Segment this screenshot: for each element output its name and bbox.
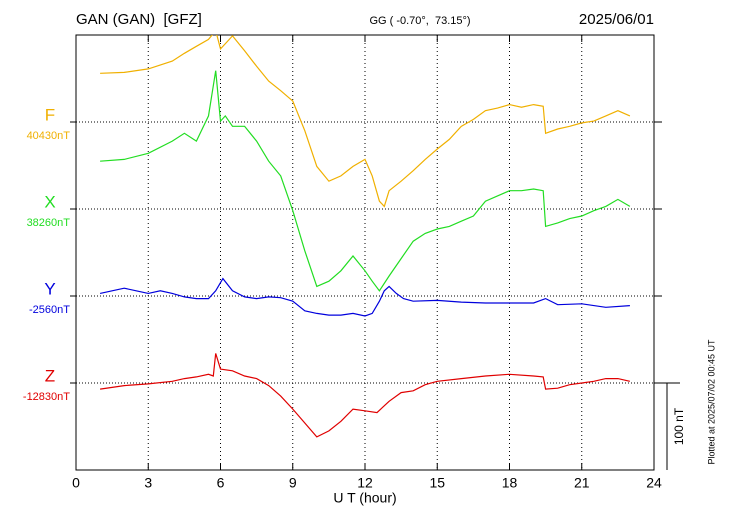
x-tick-label: 15 <box>429 475 445 491</box>
series-name: Z <box>45 366 55 385</box>
x-tick-label: 12 <box>357 475 373 491</box>
x-tick-label: 18 <box>502 475 518 491</box>
x-tick-label: 24 <box>646 475 662 491</box>
plot-frame <box>75 34 655 471</box>
chart-title: GAN (GAN) [GFZ] <box>76 11 202 28</box>
station-coordinates: GG ( -0.70°, 73.15°) <box>369 15 470 27</box>
series-name: F <box>45 105 55 124</box>
series-line <box>100 353 631 438</box>
scale-bar-label: 100 nT <box>672 407 686 445</box>
series-line <box>100 70 631 292</box>
series-line <box>100 35 631 208</box>
baseline-label: 40430nT <box>27 130 71 142</box>
baseline-label: -12830nT <box>23 391 70 403</box>
x-tick-label: 3 <box>144 475 152 491</box>
chart-date: 2025/06/01 <box>579 11 654 28</box>
baseline-label: 38260nT <box>27 217 71 229</box>
series-name: Y <box>44 279 55 298</box>
x-tick-label: 0 <box>72 475 80 491</box>
baseline-label: -2560nT <box>29 304 70 316</box>
x-axis-label: U T (hour) <box>333 490 396 506</box>
x-tick-label: 9 <box>289 475 297 491</box>
plot-note: Plotted at 2025/07/02 00:45 UT <box>706 339 716 465</box>
x-tick-label: 6 <box>217 475 225 491</box>
series-name: X <box>44 192 55 211</box>
series-line <box>99 277 630 317</box>
x-tick-label: 21 <box>574 475 590 491</box>
